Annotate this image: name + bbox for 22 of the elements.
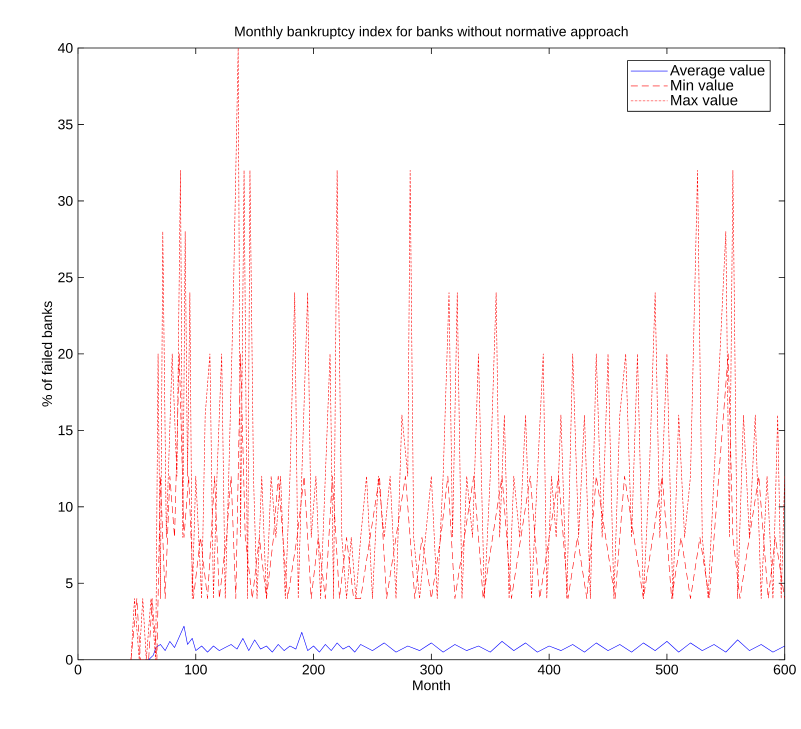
legend-label: Max value [671, 94, 738, 106]
x-tick-label: 500 [656, 664, 678, 675]
y-tick-label: 0 [66, 654, 73, 665]
x-axis-title: Month [413, 680, 450, 690]
x-tick-label: 400 [538, 664, 560, 675]
chart-title: Monthly bankruptcy index for banks without normative approach [235, 26, 628, 40]
y-tick-label: 25 [58, 272, 73, 282]
y-tick-label: 40 [58, 43, 73, 54]
y-tick-label: 5 [66, 578, 73, 588]
y-tick-label: 30 [58, 196, 73, 206]
y-tick-label: 35 [58, 120, 73, 130]
x-tick-label: 600 [774, 664, 796, 675]
legend-label: Min value [671, 80, 734, 91]
legend-label: Average value [670, 64, 765, 79]
x-tick-label: 300 [420, 664, 442, 675]
y-tick-label: 10 [58, 502, 73, 512]
y-tick-label: 20 [58, 349, 73, 359]
x-tick-label: 0 [74, 664, 82, 675]
x-tick-label: 200 [302, 664, 325, 675]
x-tick-label: 100 [185, 664, 207, 675]
y-axis-title: % of failed banks [42, 301, 52, 407]
y-tick-label: 15 [58, 426, 73, 436]
